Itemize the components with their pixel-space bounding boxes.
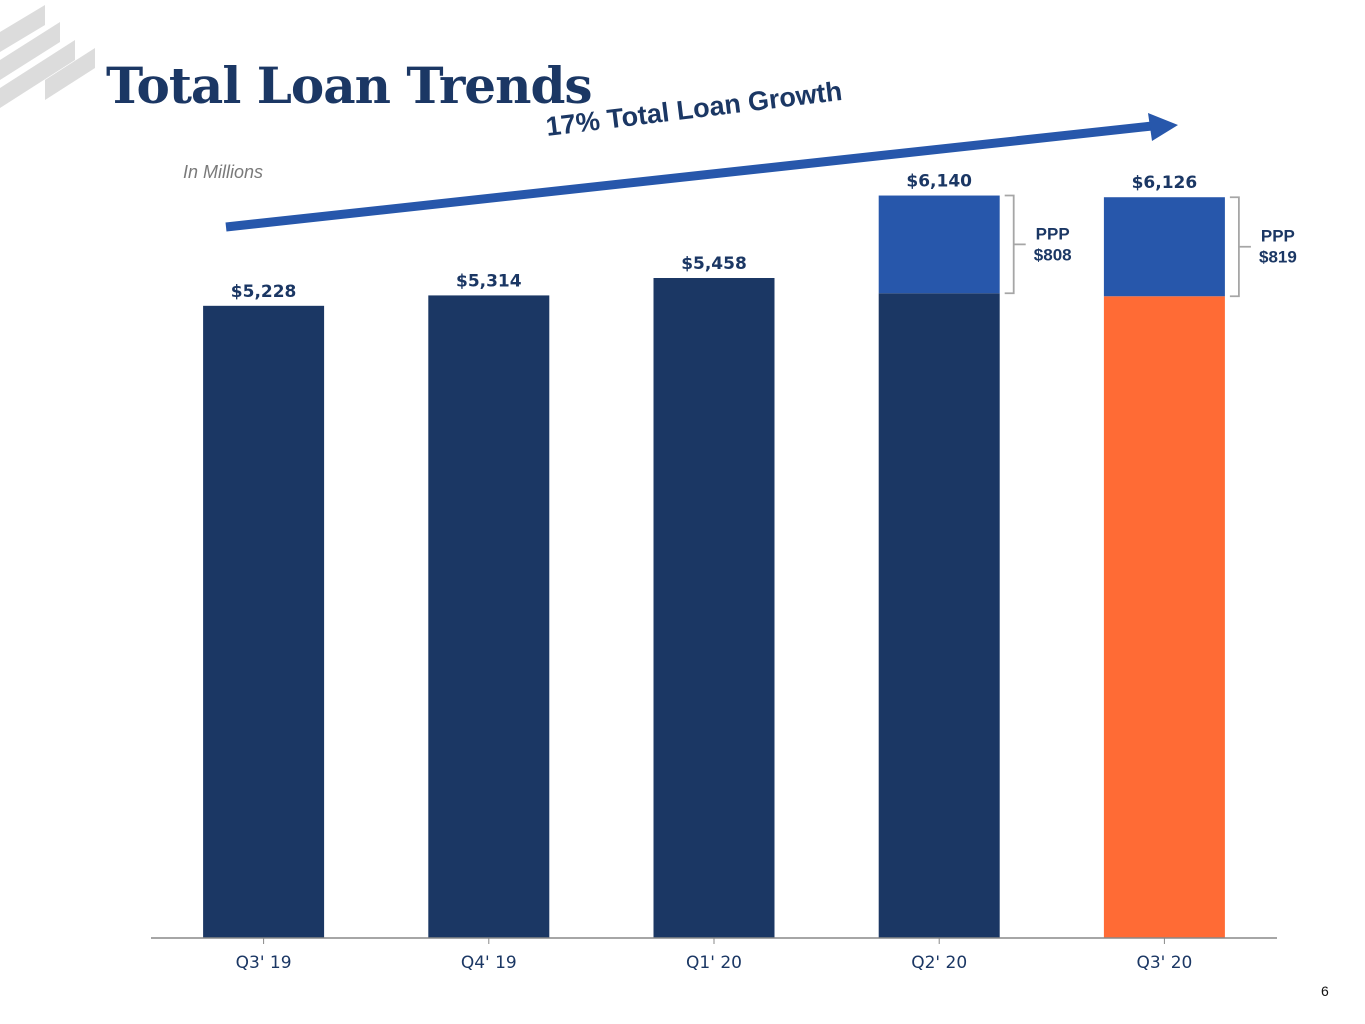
ppp-bracket (1229, 196, 1251, 298)
bar-core-loans (203, 305, 325, 938)
diagonal-stripes-logo-icon (0, 5, 95, 108)
bar-core-loans (428, 295, 550, 938)
page-title: Total Loan Trends (106, 56, 593, 115)
x-tick-label: Q2' 20 (911, 953, 967, 973)
page-number: 6 (1321, 983, 1329, 999)
bar-core-loans (878, 293, 1000, 938)
bar-ppp-loans (878, 195, 1000, 294)
x-tick-label: Q3' 19 (236, 953, 292, 973)
ppp-value: $808 (1034, 245, 1072, 264)
total-data-label: $5,458 (681, 254, 747, 274)
total-data-label: $5,314 (456, 271, 522, 291)
x-tick-label: Q3' 20 (1136, 953, 1192, 973)
ppp-value: $819 (1259, 248, 1297, 267)
logo (0, 5, 95, 108)
growth-arrow-icon (225, 113, 1178, 232)
total-data-label: $6,126 (1132, 173, 1198, 193)
bar-core-loans (1103, 296, 1225, 938)
ppp-label: PPP (1261, 227, 1295, 246)
bar-ppp-loans (1103, 197, 1225, 297)
x-tick-label: Q4' 19 (461, 953, 517, 973)
x-tick-label: Q1' 20 (686, 953, 742, 973)
total-data-label: $6,140 (906, 172, 972, 192)
ppp-label: PPP (1036, 224, 1070, 243)
ppp-bracket (1004, 194, 1026, 295)
total-data-label: $5,228 (231, 282, 297, 302)
units-note: In Millions (183, 162, 264, 182)
bar-core-loans (653, 278, 775, 938)
